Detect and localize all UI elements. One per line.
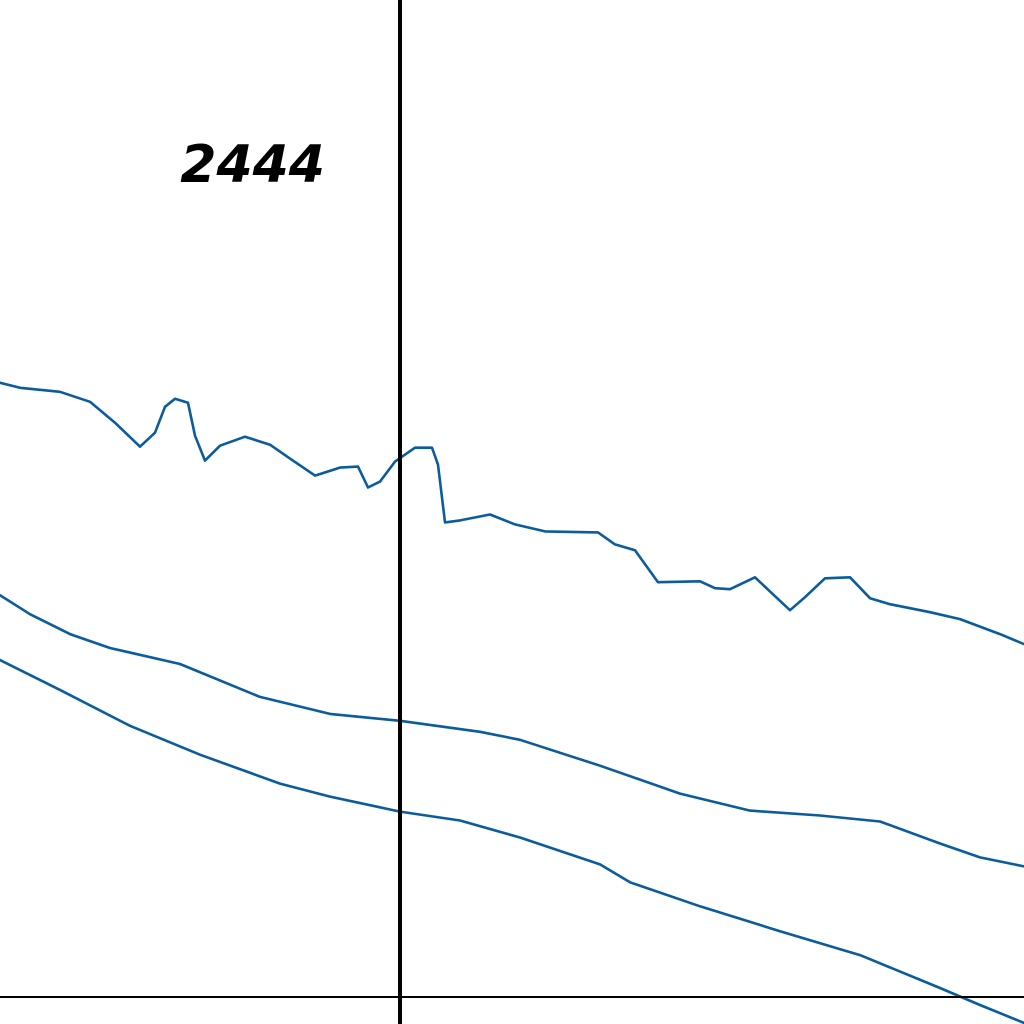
reference-line-label: 2444 — [180, 135, 325, 195]
series-line-1 — [0, 381, 1024, 646]
series-layer — [0, 381, 1024, 1024]
series-line-3 — [0, 658, 1024, 1024]
series-line-2 — [0, 593, 1024, 868]
